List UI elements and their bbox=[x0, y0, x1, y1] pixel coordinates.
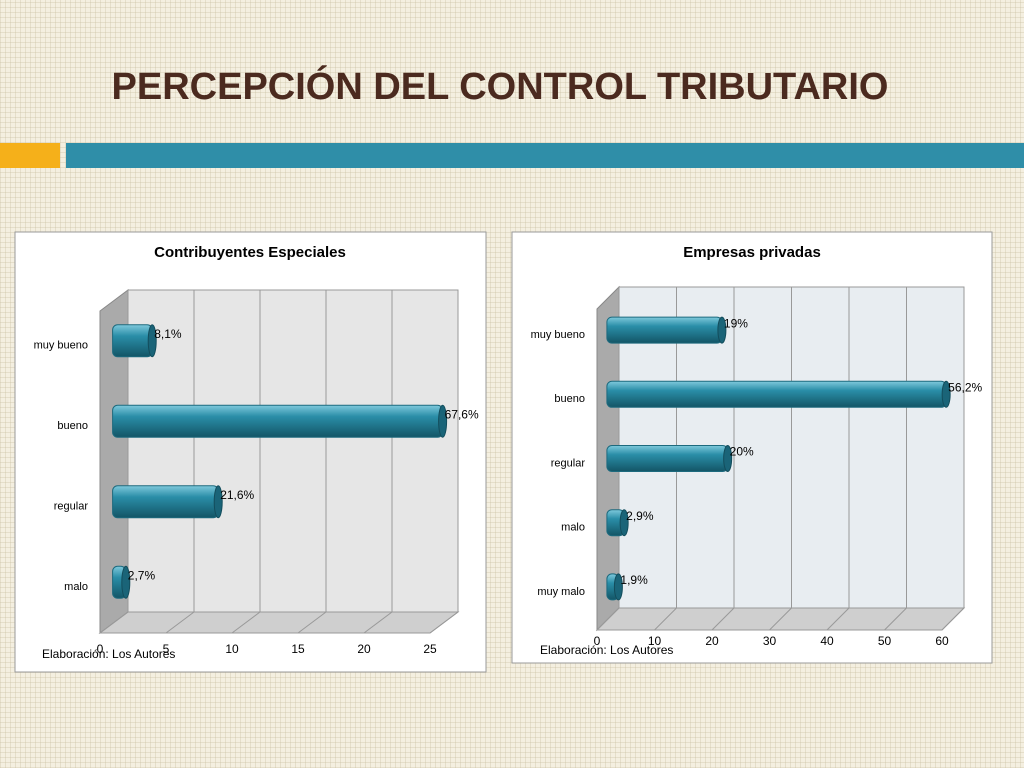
x-tick-label: 30 bbox=[763, 634, 777, 648]
floor bbox=[98, 611, 460, 634]
x-tick-label: 25 bbox=[423, 642, 437, 656]
chart-title: Contribuyentes Especiales bbox=[154, 244, 346, 261]
accent-bar bbox=[66, 143, 1024, 168]
source-note: Elaboración: Los Autores bbox=[540, 643, 673, 657]
value-label: 2,7% bbox=[128, 568, 156, 582]
bar-cap bbox=[613, 573, 623, 601]
x-tick-label: 15 bbox=[291, 642, 305, 656]
source-note: Elaboración: Los Autores bbox=[42, 647, 175, 661]
x-tick-label: 60 bbox=[935, 634, 949, 648]
chart-title: Empresas privadas bbox=[683, 244, 821, 261]
x-tick-label: 5 bbox=[163, 642, 170, 656]
bar-cap bbox=[619, 509, 629, 537]
category-label: regular bbox=[54, 501, 89, 513]
grid-line bbox=[99, 611, 129, 634]
grid-line bbox=[941, 607, 965, 631]
x-tick-label: 0 bbox=[594, 634, 601, 648]
bar-cap bbox=[723, 445, 733, 472]
bar-cap bbox=[147, 324, 157, 358]
x-tick-label: 10 bbox=[648, 634, 662, 648]
bar bbox=[606, 445, 729, 472]
bar-cap bbox=[213, 485, 223, 519]
grid-line bbox=[596, 607, 620, 631]
value-label: 21,6% bbox=[220, 488, 254, 502]
value-label: 20% bbox=[730, 445, 754, 459]
slide-title: PERCEPCIÓN DEL CONTROL TRIBUTARIO bbox=[112, 64, 889, 108]
category-label: bueno bbox=[57, 420, 88, 432]
accent-block bbox=[0, 143, 60, 168]
bar-cap bbox=[941, 380, 951, 408]
grid-line bbox=[654, 607, 677, 631]
bar-cap bbox=[717, 316, 727, 344]
grid-line bbox=[429, 611, 459, 634]
grid-line bbox=[165, 611, 195, 634]
bar bbox=[112, 485, 219, 519]
value-label: 56,2% bbox=[948, 380, 982, 394]
grid-line bbox=[363, 611, 393, 634]
x-tick-label: 10 bbox=[225, 642, 239, 656]
x-tick-label: 40 bbox=[820, 634, 834, 648]
grid-line bbox=[826, 607, 850, 631]
category-label: bueno bbox=[554, 393, 585, 405]
bar bbox=[112, 324, 153, 358]
bar-cap bbox=[121, 565, 131, 599]
grid-line bbox=[711, 607, 735, 631]
category-label: muy bueno bbox=[531, 329, 585, 341]
category-label: regular bbox=[551, 457, 586, 469]
category-label: muy malo bbox=[537, 586, 585, 598]
category-label: malo bbox=[64, 581, 88, 593]
grid-line bbox=[769, 607, 792, 631]
x-tick-label: 20 bbox=[705, 634, 719, 648]
grid-line bbox=[884, 607, 907, 631]
value-label: 19% bbox=[724, 316, 748, 330]
value-label: 1,9% bbox=[620, 573, 648, 587]
bar-cap bbox=[438, 404, 448, 438]
bar bbox=[112, 404, 444, 438]
bar bbox=[606, 316, 723, 344]
x-tick-label: 20 bbox=[357, 642, 371, 656]
grid-line bbox=[231, 611, 261, 634]
grid-line bbox=[297, 611, 327, 634]
category-label: muy bueno bbox=[34, 340, 88, 352]
value-label: 67,6% bbox=[445, 407, 479, 421]
value-label: 2,9% bbox=[626, 509, 654, 523]
x-tick-label: 0 bbox=[97, 642, 104, 656]
bar bbox=[606, 380, 947, 408]
category-label: malo bbox=[561, 522, 585, 534]
x-tick-label: 50 bbox=[878, 634, 892, 648]
value-label: 8,1% bbox=[154, 327, 182, 341]
back-wall bbox=[127, 289, 459, 613]
